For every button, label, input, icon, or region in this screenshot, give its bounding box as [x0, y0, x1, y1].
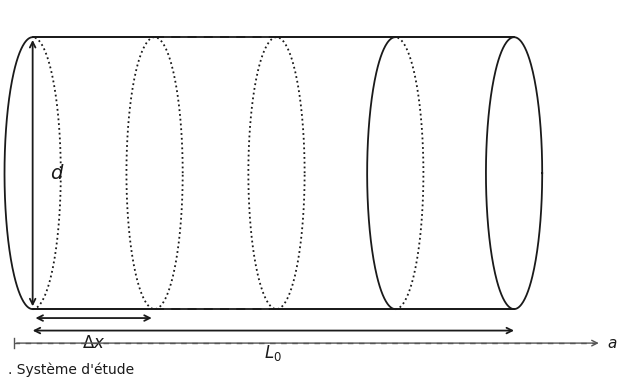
Text: $\Delta x$: $\Delta x$ — [82, 334, 106, 352]
Text: . Système d'étude: . Système d'étude — [8, 363, 134, 377]
Text: a: a — [608, 336, 617, 351]
Text: $L_0$: $L_0$ — [264, 343, 283, 363]
Text: $d$: $d$ — [50, 164, 65, 183]
